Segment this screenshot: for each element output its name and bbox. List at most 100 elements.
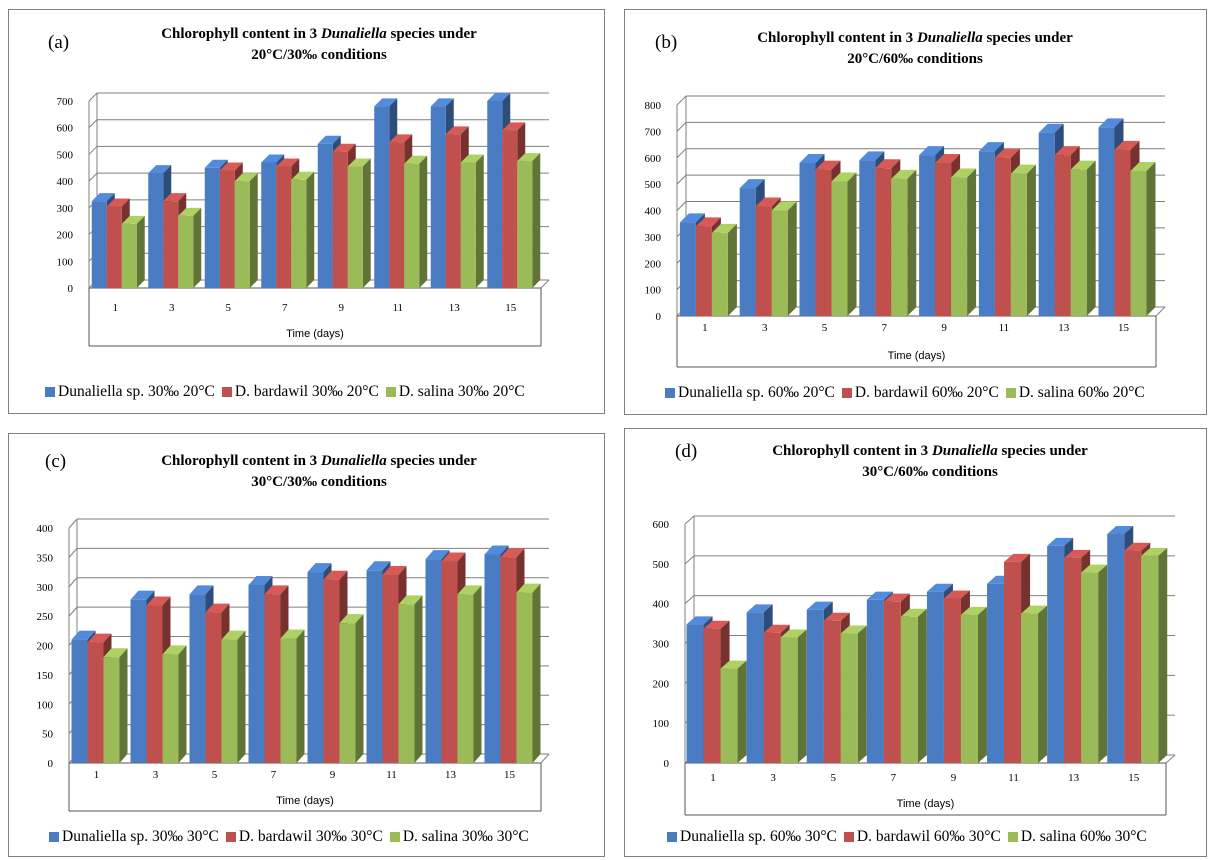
gridline-depth: [88, 92, 98, 102]
bar-front: [264, 594, 281, 763]
bar-front: [425, 559, 442, 763]
bar-top: [711, 223, 737, 233]
y-tick-label: 500: [653, 559, 670, 571]
legend-item: D. salina 30‰ 30°C: [389, 828, 529, 846]
bar-front: [276, 166, 292, 288]
bar-front: [771, 210, 788, 316]
x-tick-label: 11: [1008, 772, 1019, 784]
bars: [679, 118, 1156, 316]
bar-top: [883, 593, 910, 602]
bar-front: [103, 657, 120, 763]
bar-top: [502, 122, 526, 131]
gridline-depth: [676, 148, 687, 159]
bar-top: [291, 171, 315, 180]
x-tick-label: 5: [831, 772, 837, 784]
legend-item: D. bardawil 30‰ 30°C: [225, 828, 383, 846]
bar-top: [875, 159, 901, 169]
bar-side: [917, 608, 927, 763]
bar: [840, 625, 867, 763]
bar-front: [1021, 613, 1039, 763]
legend-label: D. bardawil 60‰ 30°C: [856, 828, 1001, 845]
gridline-depth: [684, 595, 695, 605]
x-tick-label: 15: [1128, 772, 1140, 784]
bar-front: [106, 206, 122, 288]
bar-top: [831, 172, 857, 182]
bar-front: [1141, 555, 1159, 763]
gridline-depth: [68, 606, 78, 617]
bar-front: [1054, 155, 1071, 316]
bar-front: [755, 206, 772, 316]
y-tick-label: 200: [653, 678, 670, 690]
bar-top: [347, 158, 371, 167]
x-tick-label: 5: [226, 302, 232, 314]
title-line2: 20°C/60‰ conditions: [847, 51, 983, 67]
x-tick-label: 1: [710, 772, 716, 784]
bar: [831, 172, 857, 316]
y-tick-label: 400: [645, 206, 662, 218]
bar-front: [248, 584, 265, 763]
gridline-depth: [684, 555, 695, 565]
bar-front: [1081, 572, 1099, 763]
x-tick-label: 7: [882, 322, 888, 334]
legend-swatch-series-2: [225, 832, 236, 842]
x-tick-label: 13: [445, 769, 457, 781]
bar-front: [307, 572, 324, 763]
bar-side: [532, 583, 541, 763]
bar: [771, 201, 797, 316]
bar-front: [831, 181, 848, 316]
legend-swatch-series-3: [389, 832, 400, 842]
chart-title: Chlorophyll content in 3 Dunaliella spec…: [69, 451, 569, 493]
bar-front: [162, 654, 179, 763]
bar-front: [146, 605, 163, 763]
bar-side: [362, 158, 371, 288]
x-tick-label: 7: [271, 769, 277, 781]
bar-front: [1107, 533, 1125, 763]
bar-front: [1070, 169, 1087, 316]
title-italic: Dunaliella: [320, 453, 387, 469]
chart-panel-d: 0 100 200 300 400 500 600 1 3 5 7 9 11 13 15 Time (days…: [624, 428, 1207, 857]
gridline-depth: [88, 119, 98, 129]
x-tick-label: 13: [1068, 772, 1080, 784]
bar: [1070, 160, 1096, 316]
legend-label: D. salina 30‰ 20°C: [398, 383, 525, 400]
bars: [71, 545, 541, 763]
chart-legend: Dunaliella sp. 30‰ 30°C D. bardawil 30‰ …: [49, 828, 536, 846]
chart-legend: Dunaliella sp. 60‰ 20°C D. bardawil 60‰ …: [665, 384, 1152, 402]
bar-side: [355, 614, 364, 763]
bar-front: [404, 163, 420, 288]
bar-front: [347, 166, 363, 288]
bar: [1010, 164, 1036, 316]
bar-side: [1146, 161, 1156, 316]
chart-panel-c: 0 50 100 150 200 250 300 350 400 1 3 5 7 9 11 13 15 Time …: [8, 433, 605, 857]
legend-item: D. bardawil 30‰ 20°C: [221, 383, 379, 401]
bar-top: [317, 135, 341, 144]
bar-top: [261, 154, 285, 163]
x-tick-label: 1: [94, 769, 100, 781]
bar-front: [130, 599, 147, 763]
bar: [780, 629, 807, 763]
bar-side: [532, 153, 541, 288]
bar-top: [1081, 564, 1108, 573]
y-tick-label: 600: [57, 123, 74, 135]
bar-top: [799, 154, 825, 164]
bar-front: [323, 579, 340, 763]
bar-side: [787, 201, 797, 316]
chart-panel-b: 0 100 200 300 400 500 600 700 800 1 3 5 7 9 11 13 15 Time…: [624, 9, 1207, 415]
bar-front: [840, 633, 858, 763]
y-tick-label: 700: [57, 96, 74, 108]
bar-front: [951, 177, 968, 316]
bar: [398, 595, 423, 763]
bar-front: [799, 163, 816, 316]
bar-front: [763, 632, 781, 763]
bar-top: [445, 126, 469, 135]
bar-top: [755, 197, 781, 207]
bar-side: [967, 168, 977, 316]
bar-top: [404, 155, 428, 164]
bar-top: [926, 583, 953, 592]
bar-top: [389, 134, 413, 143]
x-tick-label: 3: [169, 302, 175, 314]
gridline-depth: [684, 515, 695, 525]
